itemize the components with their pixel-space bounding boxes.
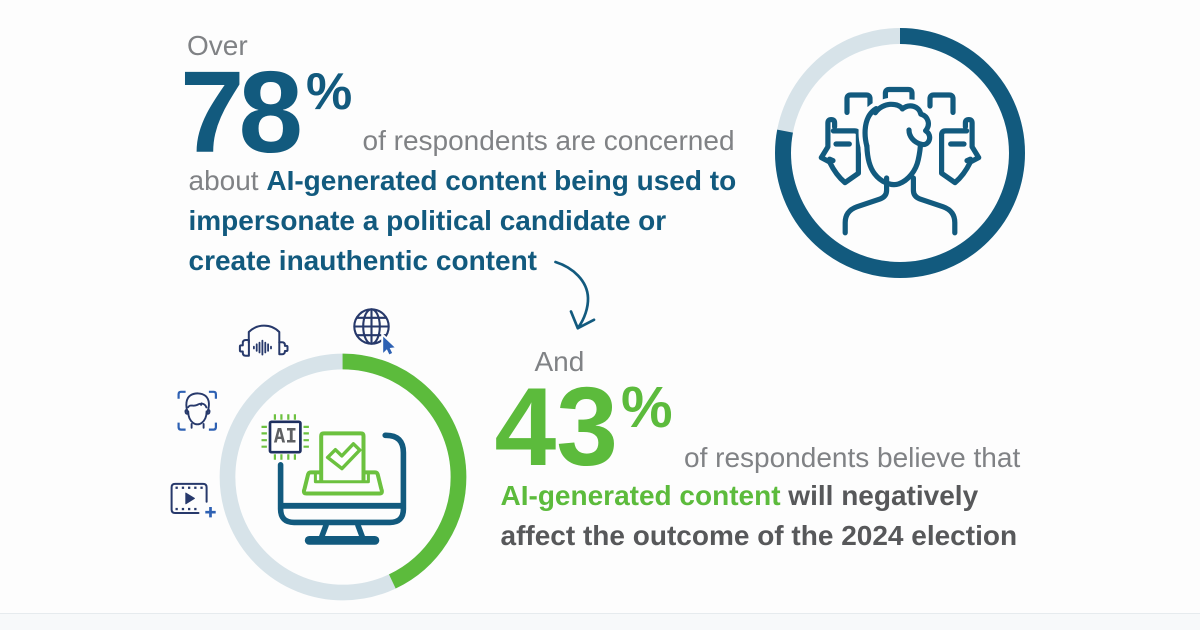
waveform xyxy=(253,339,272,356)
stat2-line2-highlight: AI-generated content xyxy=(500,480,781,512)
stat1-line4: create inauthentic content xyxy=(188,244,538,276)
person-icon xyxy=(842,101,958,236)
ballot-icon xyxy=(301,431,384,496)
ring-value-arc xyxy=(775,28,1025,278)
face-scan-icon xyxy=(177,390,217,431)
ballot-tray xyxy=(301,470,384,496)
globe-grid xyxy=(354,309,389,344)
earcup-right xyxy=(278,341,289,356)
ballot-paper xyxy=(319,431,366,482)
ballot-checkmark xyxy=(325,442,362,471)
stat2-line3: affect the outcome of the 2024 election xyxy=(500,519,1018,551)
stat2-percent: % xyxy=(621,374,673,440)
stat1-line1: of respondents are concerned xyxy=(362,124,735,156)
monitor-icon xyxy=(277,432,407,545)
ballot-slot xyxy=(313,470,370,484)
donut-ring-impersonation xyxy=(775,28,1025,278)
stat1-line2-plain: about xyxy=(188,164,267,196)
stat1-line2-bold: AI-generated content being used to xyxy=(266,164,737,196)
plus-icon xyxy=(205,507,216,518)
person-halo xyxy=(838,97,962,240)
mask-left-icon xyxy=(818,117,861,186)
donut-ring-election xyxy=(219,353,467,601)
impersonation-masks-icon xyxy=(818,86,982,240)
film-perforations xyxy=(175,486,203,511)
footer-strip xyxy=(0,613,1200,630)
chip-pins xyxy=(261,414,309,460)
headband xyxy=(247,324,281,344)
scan-brackets xyxy=(177,390,217,431)
curved-arrow-icon xyxy=(554,260,596,330)
scan-face xyxy=(184,392,211,429)
hook-center-icon xyxy=(882,86,915,108)
hook-left-icon xyxy=(844,92,873,115)
stat1-line2: about AI-generated content being used to xyxy=(188,164,737,196)
chip-label: AI xyxy=(274,425,297,448)
video-add-icon xyxy=(170,482,216,518)
arrow-head xyxy=(569,310,596,330)
stat2-line2: AI-generated content will negatively xyxy=(501,482,979,510)
stat2-line2-rest: will negatively xyxy=(780,480,979,512)
film-frame xyxy=(170,482,208,514)
audio-headphones-icon xyxy=(238,324,289,357)
stat2-lead: And xyxy=(534,345,585,377)
monitor-base xyxy=(304,536,380,545)
stat1-percent: % xyxy=(306,62,353,121)
ring-value-arc xyxy=(219,353,467,601)
arrow-curve xyxy=(554,260,590,329)
monitor-frame xyxy=(277,432,407,526)
stat1-lead: Over xyxy=(187,29,248,61)
stat2-value: 43 xyxy=(494,365,618,489)
stat1-line3: impersonate a political candidate or xyxy=(188,204,667,236)
cursor-icon xyxy=(383,336,395,355)
play-icon xyxy=(185,492,195,505)
stat2-line1: of respondents believe that xyxy=(684,442,1021,474)
hook-right-icon xyxy=(927,92,956,115)
globe-cursor-icon xyxy=(353,308,400,358)
chip-body xyxy=(268,420,302,454)
mask-right-icon xyxy=(939,117,982,186)
ai-chip-icon: AI xyxy=(261,414,309,460)
stat1-value: 78 xyxy=(180,47,303,178)
earcup-left xyxy=(238,339,250,357)
